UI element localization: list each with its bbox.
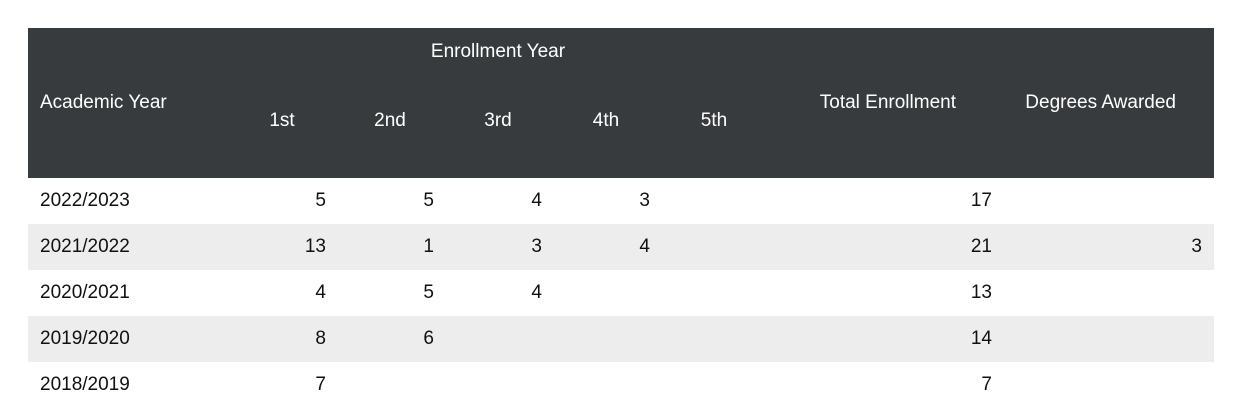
header-enrollment-year: Enrollment Year: [228, 28, 768, 76]
cell-3rd: 4: [444, 270, 552, 316]
cell-degrees-awarded: [994, 178, 1214, 224]
cell-1st: 13: [228, 224, 336, 270]
cell-academic-year: 2022/2023: [28, 178, 228, 224]
cell-academic-year: 2018/2019: [28, 362, 228, 408]
cell-4th: [552, 270, 660, 316]
cell-total-enrollment: 14: [768, 316, 994, 362]
cell-4th: 3: [552, 178, 660, 224]
cell-5th: [660, 362, 768, 408]
header-degrees-awarded: Degrees Awarded: [994, 28, 1214, 178]
cell-5th: [660, 178, 768, 224]
cell-5th: [660, 270, 768, 316]
cell-3rd: [444, 316, 552, 362]
cell-1st: 4: [228, 270, 336, 316]
table-body: 2022/2023 5 5 4 3 17 2021/2022 13 1 3 4 …: [28, 178, 1214, 408]
cell-academic-year: 2021/2022: [28, 224, 228, 270]
table-row: 2018/2019 7 7: [28, 362, 1214, 408]
cell-4th: [552, 362, 660, 408]
cell-1st: 7: [228, 362, 336, 408]
cell-degrees-awarded: [994, 362, 1214, 408]
enrollment-table: Academic Year Enrollment Year Total Enro…: [28, 28, 1214, 408]
table-row: 2019/2020 8 6 14: [28, 316, 1214, 362]
cell-2nd: [336, 362, 444, 408]
cell-2nd: 1: [336, 224, 444, 270]
cell-3rd: [444, 362, 552, 408]
header-year-3rd: 3rd: [444, 76, 552, 178]
cell-degrees-awarded: [994, 316, 1214, 362]
cell-4th: 4: [552, 224, 660, 270]
enrollment-table-container: Academic Year Enrollment Year Total Enro…: [28, 28, 1214, 408]
header-row-group: Academic Year Enrollment Year Total Enro…: [28, 28, 1214, 178]
header-row-subcolumns: 1st 2nd 3rd 4th 5th: [28, 76, 1214, 178]
cell-1st: 5: [228, 178, 336, 224]
cell-5th: [660, 316, 768, 362]
table-row: 2020/2021 4 5 4 13: [28, 270, 1214, 316]
cell-4th: [552, 316, 660, 362]
cell-degrees-awarded: 3: [994, 224, 1214, 270]
header-total-enrollment: Total Enrollment: [768, 28, 994, 178]
cell-2nd: 5: [336, 270, 444, 316]
cell-2nd: 6: [336, 316, 444, 362]
cell-3rd: 4: [444, 178, 552, 224]
header-year-2nd: 2nd: [336, 76, 444, 178]
table-row: 2022/2023 5 5 4 3 17: [28, 178, 1214, 224]
table-row: 2021/2022 13 1 3 4 21 3: [28, 224, 1214, 270]
cell-total-enrollment: 13: [768, 270, 994, 316]
header-year-4th: 4th: [552, 76, 660, 178]
header-academic-year: Academic Year: [28, 28, 228, 178]
table-header: Academic Year Enrollment Year Total Enro…: [28, 28, 1214, 178]
header-year-5th: 5th: [660, 76, 768, 178]
cell-total-enrollment: 21: [768, 224, 994, 270]
cell-degrees-awarded: [994, 270, 1214, 316]
cell-1st: 8: [228, 316, 336, 362]
cell-academic-year: 2020/2021: [28, 270, 228, 316]
cell-5th: [660, 224, 768, 270]
cell-academic-year: 2019/2020: [28, 316, 228, 362]
cell-total-enrollment: 7: [768, 362, 994, 408]
cell-3rd: 3: [444, 224, 552, 270]
cell-2nd: 5: [336, 178, 444, 224]
header-year-1st: 1st: [228, 76, 336, 178]
cell-total-enrollment: 17: [768, 178, 994, 224]
